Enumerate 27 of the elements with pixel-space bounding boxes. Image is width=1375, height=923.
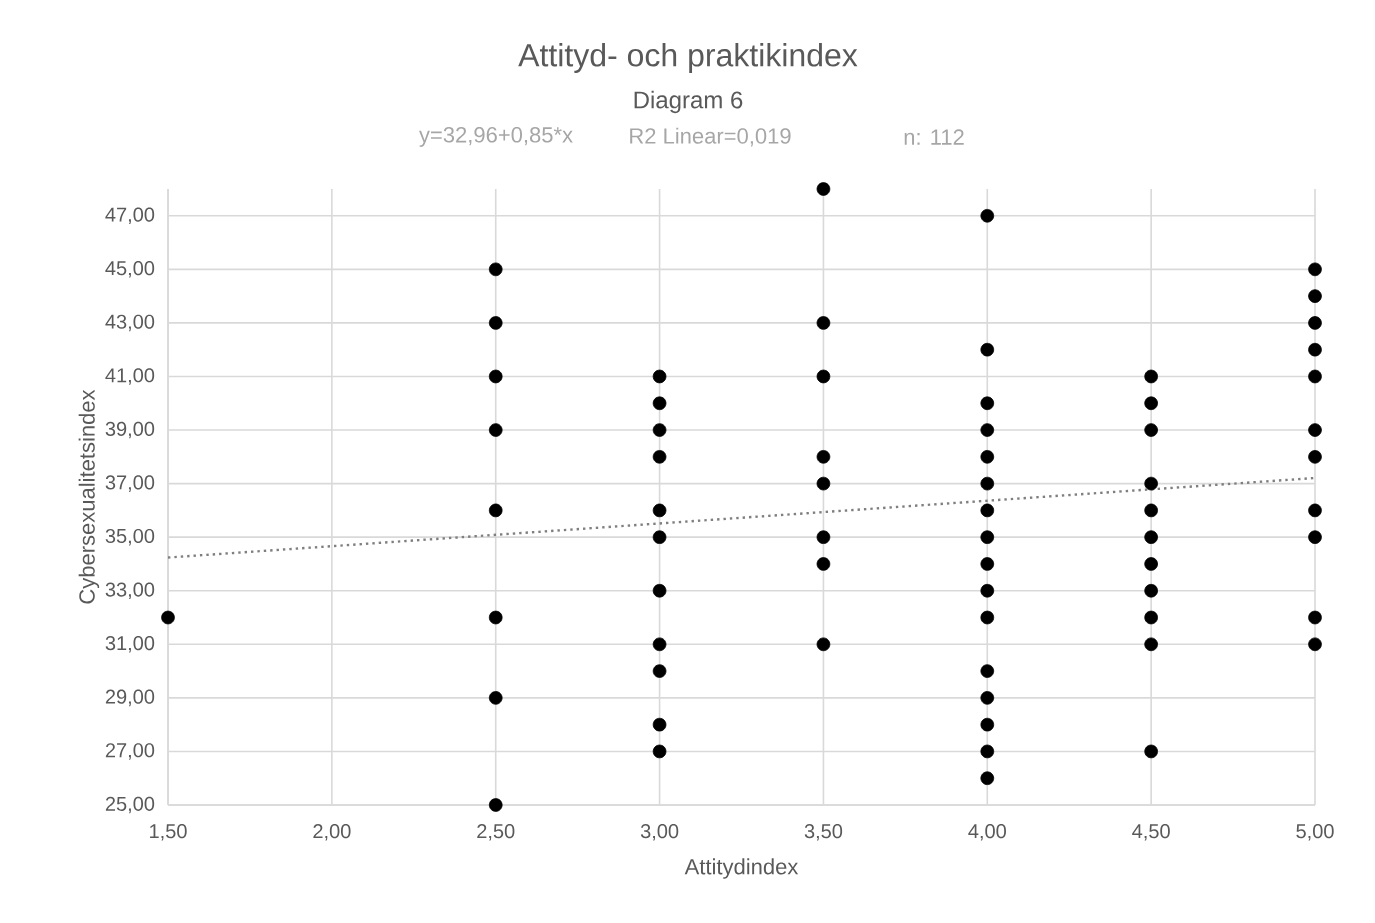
y-tick-label: 27,00: [105, 743, 155, 760]
text: n: 112: [904, 129, 964, 145]
y-tick-label: 31,00: [105, 636, 155, 653]
y-tick-label: 47,00: [105, 207, 155, 225]
x-tick-label: 3,00: [640, 824, 679, 841]
x-tick-label: 1,50: [150, 824, 187, 841]
x-tick-label: 5,00: [1296, 824, 1334, 841]
x-axis-title: Attitydindex: [684, 858, 799, 879]
y-tick-label: 37,00: [105, 475, 155, 492]
y-axis-title: Cybersexualitetsindex: [78, 389, 100, 604]
y-tick-label: 29,00: [105, 689, 155, 707]
y-tick-label: 41,00: [105, 368, 155, 385]
chart-title: Attityd- och praktikindex: [518, 43, 858, 73]
chart-subtitle: Diagram 6: [634, 90, 743, 114]
y-tick-label: 25,00: [105, 796, 155, 814]
x-tick-label: 2,00: [313, 824, 351, 841]
text: R2 Linear=0,019: [630, 127, 791, 147]
y-tick-label: 33,00: [105, 582, 155, 600]
x-tick-label: 3,50: [804, 824, 843, 841]
y-tick-label: 45,00: [105, 261, 155, 278]
text: y=32,96+0,85*x: [419, 127, 573, 147]
y-tick-label: 35,00: [105, 528, 155, 546]
y-tick-label: 39,00: [105, 421, 155, 439]
x-tick-label: 4,50: [1132, 824, 1170, 841]
y-tick-label: 43,00: [105, 314, 155, 332]
x-tick-label: 4,00: [968, 824, 1006, 841]
x-tick-label: 2,50: [477, 824, 515, 841]
